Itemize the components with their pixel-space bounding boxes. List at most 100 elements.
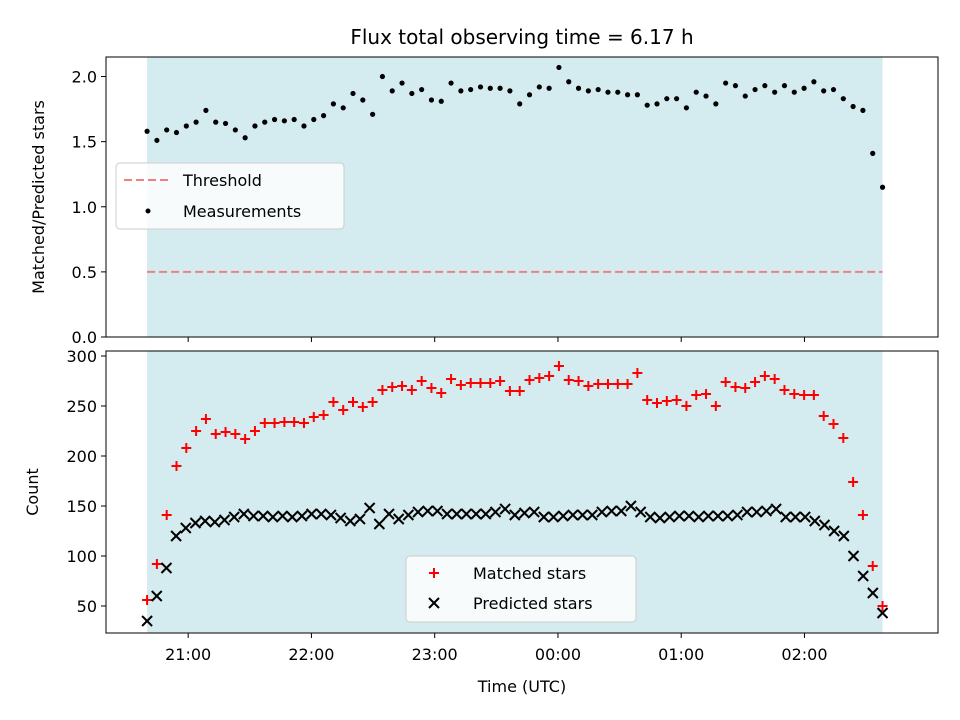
measurement-point (252, 123, 258, 129)
predicted-star-point (344, 515, 357, 527)
predicted-star-point (489, 506, 502, 518)
measurement-point (183, 123, 189, 129)
measurement-point (213, 119, 219, 125)
measurement-point (311, 116, 317, 123)
top-x-ticks (187, 337, 805, 342)
measurement-point (330, 101, 336, 107)
top-legend-box (115, 162, 345, 230)
predicted-star-point (363, 502, 376, 514)
matched-star-point (622, 379, 633, 389)
predicted-star-point (799, 511, 811, 523)
matched-star-point (289, 417, 300, 427)
predicted-star-point (199, 515, 211, 527)
matched-star-point (710, 401, 721, 411)
matched-star-point (877, 601, 888, 611)
measurement-point (840, 96, 846, 102)
matched-star-point (779, 385, 790, 395)
matched-star-point (534, 373, 545, 383)
matched-star-point (661, 396, 672, 406)
x-tick-label: 00:00 (535, 645, 581, 664)
measurement-point (360, 97, 366, 103)
matched-star-point (406, 385, 417, 395)
measurement-point (281, 118, 287, 124)
predicted-star-point (567, 509, 579, 521)
predicted-star-point (189, 517, 202, 529)
predicted-star-point (547, 511, 560, 523)
measurement-point (723, 80, 729, 86)
matched-star-point (446, 374, 457, 384)
matched-star-point (828, 419, 839, 429)
measurement-point (507, 88, 513, 94)
measurement-point (605, 89, 611, 95)
measurements-legend-swatch (145, 208, 151, 214)
matched-star-point (318, 410, 329, 420)
bottom-y-tick-label: 150 (66, 497, 97, 516)
matched-star-point (651, 398, 662, 408)
matched-star-point (730, 382, 741, 392)
measurement-point (595, 86, 601, 93)
predicted-star-point (296, 510, 308, 522)
matched-star-point (161, 510, 172, 520)
top-y-tick-label: 1.5 (72, 133, 97, 152)
predicted-legend-swatch (428, 597, 440, 609)
measurement-point (193, 119, 199, 125)
measurement-point (379, 73, 386, 80)
bottom-y-axis-label: Count (23, 468, 42, 516)
matched-stars-points (142, 361, 888, 611)
predicted-star-point (315, 508, 327, 520)
bottom-x-ticks: 21:00 22:00 23:00 00:00 01:00 02:00 (165, 633, 828, 664)
predicted-stars-points (141, 500, 889, 627)
matched-legend-label: Matched stars (473, 564, 586, 583)
bottom-panel: 50 100 150 200 250 300 21:00 22:00 23:00 00:00 01… (23, 347, 939, 696)
matched-star-point (151, 559, 162, 569)
measurement-point (664, 96, 670, 102)
predicted-star-point (751, 506, 763, 518)
measurement-point (232, 127, 238, 133)
matched-star-point (857, 510, 868, 520)
top-panel: 0.0 0.5 1.0 1.5 2.0 Flux total observing tim… (29, 25, 939, 347)
bottom-legend: Matched stars Predicted stars (405, 555, 637, 623)
x-tick-label: 21:00 (165, 645, 211, 664)
measurement-point (320, 113, 327, 119)
predicted-star-point (770, 503, 782, 515)
measurement-point (164, 127, 170, 133)
measurement-point (438, 98, 444, 104)
measurement-point (634, 92, 640, 98)
matched-legend-swatch (429, 568, 439, 578)
measurement-point (536, 84, 542, 90)
matched-star-point (465, 378, 476, 388)
matched-star-point (200, 414, 211, 424)
top-y-axis-label: Matched/Predicted stars (29, 100, 48, 294)
measurement-point (222, 120, 229, 127)
matched-star-point (602, 379, 613, 389)
predicted-star-point (402, 509, 415, 521)
threshold-legend-label: Threshold (182, 171, 262, 190)
predicted-star-point (460, 508, 473, 520)
predicted-star-point (847, 550, 860, 562)
matched-star-point (818, 411, 829, 421)
matched-star-point (298, 418, 309, 428)
predicted-star-point (412, 506, 424, 518)
top-chart-title: Flux total observing time = 6.17 h (350, 25, 693, 49)
measurement-point (389, 88, 395, 94)
predicted-star-point (170, 530, 182, 542)
matched-star-point (740, 383, 751, 393)
predicted-star-point (470, 508, 482, 520)
predicted-star-point (228, 511, 240, 523)
matched-star-point (259, 418, 270, 428)
bottom-y-tick-label: 100 (66, 547, 97, 566)
matched-star-point (455, 380, 466, 390)
bottom-y-tick-label: 200 (66, 447, 97, 466)
predicted-star-point (702, 510, 715, 522)
measurement-point (585, 88, 591, 94)
measurement-point (566, 79, 572, 85)
matched-star-point (249, 426, 260, 436)
matched-star-point (701, 389, 712, 399)
measurement-point (546, 85, 552, 91)
matched-star-point (220, 427, 231, 437)
predicted-star-point (141, 615, 153, 627)
top-legend: Threshold Measurements (115, 162, 345, 230)
predicted-star-point (354, 513, 366, 525)
matched-star-point (642, 395, 653, 405)
matched-star-point (397, 381, 408, 391)
